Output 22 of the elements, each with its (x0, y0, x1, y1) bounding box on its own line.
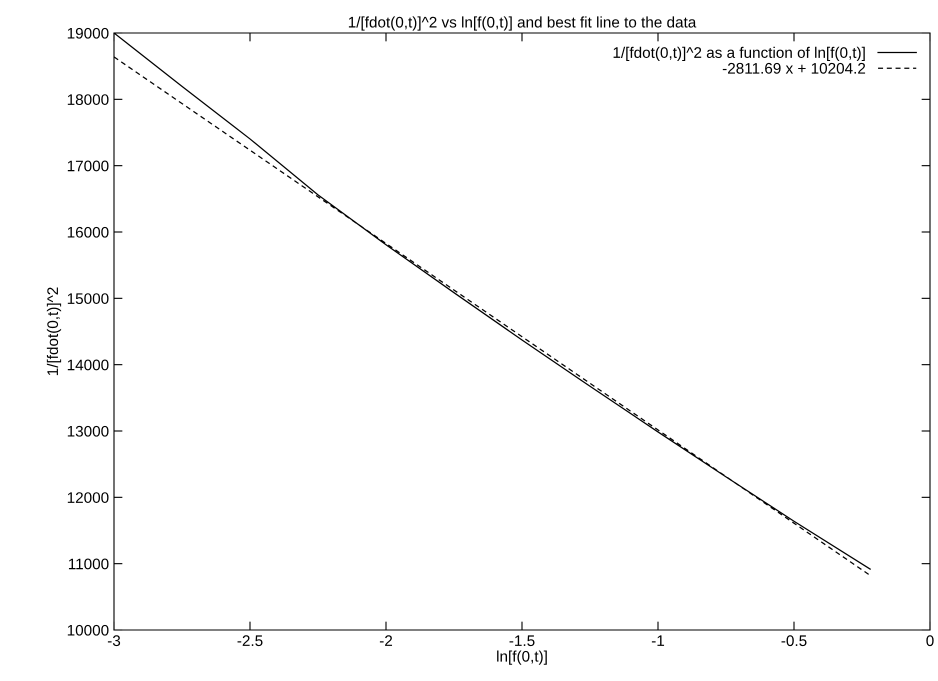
y-tick-label: 14000 (68, 360, 109, 370)
y-axis-title: 1/[fdot(0,t)]^2 (46, 287, 62, 376)
y-tick-label: 18000 (68, 94, 109, 106)
y-tick-label: 17000 (68, 160, 109, 172)
y-tick-label: 16000 (68, 226, 109, 238)
y-tick-label: 19000 (68, 28, 109, 39)
x-tick-label: -2 (380, 635, 392, 646)
x-tick-label: -2.5 (238, 635, 263, 646)
x-tick-label: -3 (108, 635, 120, 646)
x-tick-label: -0.5 (782, 635, 807, 646)
y-tick-label: 11000 (68, 558, 109, 570)
legend-label: -2811.69 x + 10204.2 (722, 62, 866, 74)
legend-label: 1/[fdot(0,t)]^2 as a function of ln[f(0,t)] (614, 46, 865, 61)
y-tick-label: 13000 (68, 426, 109, 437)
y-tick-label: 10000 (68, 624, 109, 636)
x-tick-label: 0 (926, 635, 934, 646)
y-tick-label: 15000 (68, 293, 109, 304)
x-tick-label: -1 (652, 635, 664, 646)
x-axis-title: ln[f(0,t)] (497, 650, 547, 665)
x-tick-label: -1.5 (510, 635, 535, 646)
chart-title: 1/[fdot(0,t)]^2 vs ln[f(0,t)] and best fit line to the data (348, 16, 696, 31)
y-tick-label: 12000 (68, 492, 109, 504)
